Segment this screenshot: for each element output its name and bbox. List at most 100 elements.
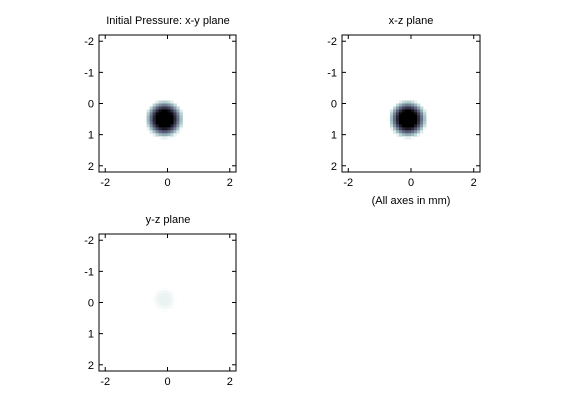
heatmap-cell xyxy=(161,305,165,309)
heatmap-cell xyxy=(402,127,406,131)
heatmap-cell xyxy=(414,121,418,125)
heatmap-cell xyxy=(396,112,400,116)
heatmap-cell xyxy=(393,115,397,119)
heatmap-cell xyxy=(396,124,400,128)
heatmap-cell xyxy=(158,302,162,306)
heatmap-cell xyxy=(161,127,165,131)
heatmap-cell xyxy=(167,112,171,116)
heatmap-cell xyxy=(167,299,171,303)
heatmap-cell xyxy=(164,290,168,294)
heatmap-cell xyxy=(167,136,171,140)
heatmap-cell xyxy=(167,118,171,122)
heatmap-cell xyxy=(170,106,174,110)
heatmap-cell xyxy=(146,124,151,128)
heatmap-cell xyxy=(155,130,159,134)
heatmap-cell xyxy=(167,121,171,125)
heatmap-image xyxy=(143,100,183,140)
heatmap-cell xyxy=(408,109,412,113)
heatmap-cell xyxy=(155,115,159,119)
heatmap-cell xyxy=(405,127,409,131)
heatmap-cell xyxy=(179,118,183,122)
heatmap-cell xyxy=(173,299,177,303)
heatmap-cell xyxy=(417,118,421,122)
heatmap-cell xyxy=(417,124,421,128)
heatmap-cell xyxy=(408,103,412,107)
heatmap-cell xyxy=(411,100,415,104)
heatmap-cell xyxy=(158,293,162,297)
heatmap-cell xyxy=(167,130,171,134)
heatmap-cell xyxy=(402,130,406,134)
heatmap-cell xyxy=(155,305,159,309)
heatmap-cell xyxy=(161,130,165,134)
heatmap-cell xyxy=(411,106,415,110)
heatmap-cell xyxy=(161,115,165,119)
heatmap-cell xyxy=(176,127,180,131)
heatmap-cell xyxy=(173,103,177,107)
heatmap-cell xyxy=(155,299,159,303)
heatmap-cell xyxy=(414,127,418,131)
heatmap-cell xyxy=(414,109,418,113)
heatmap-cell xyxy=(387,118,391,122)
heatmap-cell xyxy=(405,109,409,113)
heatmap-cell xyxy=(423,109,427,113)
heatmap-cell xyxy=(161,100,165,104)
heatmap-cell xyxy=(402,103,406,107)
heatmap-cell xyxy=(170,299,174,303)
heatmap-cell xyxy=(414,106,418,110)
y-tick-label: 0 xyxy=(88,99,94,111)
heatmap-cell xyxy=(423,127,427,131)
heatmap-cell xyxy=(408,121,412,125)
heatmap-cell xyxy=(149,115,154,119)
heatmap-cell xyxy=(158,124,162,128)
heatmap-cell xyxy=(411,103,415,107)
heatmap-cell xyxy=(167,127,171,131)
heatmap-cell xyxy=(149,127,154,131)
heatmap-cell xyxy=(152,109,156,113)
heatmap-cell xyxy=(423,121,427,125)
heatmap-cell xyxy=(164,106,168,110)
heatmap-cell xyxy=(149,130,154,134)
heatmap-cell xyxy=(170,103,174,107)
heatmap-cell xyxy=(167,100,171,104)
heatmap-cell xyxy=(402,136,406,140)
heatmap-image xyxy=(152,287,177,312)
heatmap-cell xyxy=(149,112,154,116)
heatmap-cell xyxy=(417,121,421,125)
heatmap-cell xyxy=(167,302,171,306)
heatmap-cell xyxy=(176,130,180,134)
heatmap-cell xyxy=(390,109,394,113)
y-tick-label: 1 xyxy=(88,130,94,142)
heatmap-cell xyxy=(161,118,165,122)
heatmap-cell xyxy=(158,109,162,113)
heatmap-cell xyxy=(161,287,165,291)
heatmap-cell xyxy=(152,118,156,122)
heatmap-cell xyxy=(161,109,165,113)
heatmap-cell xyxy=(158,106,162,110)
heatmap-cell xyxy=(405,130,409,134)
heatmap-cell xyxy=(414,112,418,116)
heatmap-cell xyxy=(399,103,403,107)
heatmap-cell xyxy=(411,127,415,131)
heatmap-cell xyxy=(396,109,400,113)
heatmap-cell xyxy=(167,305,171,309)
heatmap-cell xyxy=(170,302,174,306)
heatmap-cell xyxy=(161,299,165,303)
plot-title: x-z plane xyxy=(389,15,434,27)
heatmap-cell xyxy=(146,112,151,116)
heatmap-cell xyxy=(420,127,424,131)
heatmap-cell xyxy=(393,127,397,131)
heatmap-cell xyxy=(414,115,418,119)
heatmap-cell xyxy=(402,118,406,122)
heatmap-cell xyxy=(152,130,156,134)
heatmap-cell xyxy=(408,124,412,128)
heatmap-cell xyxy=(402,124,406,128)
heatmap-cell xyxy=(173,133,177,137)
heatmap-cell xyxy=(420,121,424,125)
heatmap-cell xyxy=(420,106,424,110)
heatmap-cell xyxy=(390,118,394,122)
heatmap-cell xyxy=(158,130,162,134)
heatmap-cell xyxy=(393,130,397,134)
heatmap-cell xyxy=(161,136,165,140)
heatmap-cell xyxy=(423,118,427,122)
